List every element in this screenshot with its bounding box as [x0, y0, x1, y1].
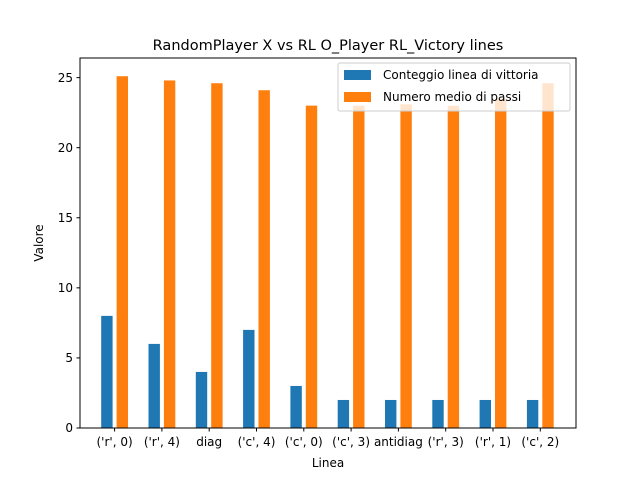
bar-series-1	[337, 399, 350, 428]
legend-box	[337, 62, 571, 112]
bar-series-2	[353, 105, 365, 429]
bars-layer	[101, 76, 554, 429]
chart-title: RandomPlayer X vs RL O_Player RL_Victory…	[153, 38, 504, 54]
x-tick-label: ('r', 4)	[144, 435, 180, 449]
bar-series-2	[495, 98, 507, 428]
x-tick-label: diag	[196, 435, 222, 449]
x-tick-label: antidiag	[374, 435, 423, 449]
bar-series-2	[447, 105, 460, 429]
legend-label-series-2: Numero medio di passi	[383, 90, 521, 104]
bar-series-1	[243, 329, 255, 428]
bar-series-2	[258, 90, 270, 428]
y-axis: 0 5 10 15 20 25	[58, 71, 80, 435]
bar-series-2	[211, 83, 223, 428]
bar-series-1	[290, 385, 302, 428]
x-axis-label: Linea	[312, 456, 344, 470]
plot-frame	[79, 57, 577, 429]
y-axis-label: Valore	[32, 224, 46, 261]
y-tick-label: 0	[65, 421, 73, 435]
legend: Conteggio linea di vittoria Numero medio…	[337, 62, 571, 112]
x-tick-label: ('c', 0)	[285, 435, 323, 449]
bar-series-1	[432, 399, 444, 428]
bar-series-1	[195, 371, 208, 428]
y-tick-label: 20	[58, 141, 73, 155]
bar-series-2	[542, 83, 554, 428]
bar-series-2	[305, 105, 318, 429]
legend-swatch-series-2	[344, 92, 371, 102]
y-tick-label: 25	[58, 71, 73, 85]
bar-series-1	[148, 343, 160, 428]
x-tick-label: ('r', 3)	[428, 435, 464, 449]
bar-series-1	[385, 399, 397, 428]
bar-series-1	[101, 315, 113, 428]
bar-series-1	[526, 399, 539, 428]
bar-series-2	[163, 80, 176, 429]
x-tick-label: ('c', 2)	[521, 435, 559, 449]
x-axis: ('r', 0) ('r', 4) diag ('c', 4) ('c', 0) ('c'…	[97, 428, 559, 449]
x-tick-label: ('r', 0)	[97, 435, 133, 449]
x-tick-label: ('r', 1)	[475, 435, 511, 449]
bar-series-2	[400, 104, 412, 428]
x-tick-label: ('c', 3)	[332, 435, 370, 449]
bar-series-1	[479, 399, 491, 428]
legend-label-series-1: Conteggio linea di vittoria	[383, 68, 539, 82]
legend-swatch-series-1	[344, 70, 371, 80]
y-tick-label: 5	[65, 351, 73, 365]
y-tick-label: 10	[58, 281, 73, 295]
x-tick-label: ('c', 4)	[238, 435, 276, 449]
bar-series-2	[116, 76, 128, 428]
y-tick-label: 15	[58, 211, 73, 225]
